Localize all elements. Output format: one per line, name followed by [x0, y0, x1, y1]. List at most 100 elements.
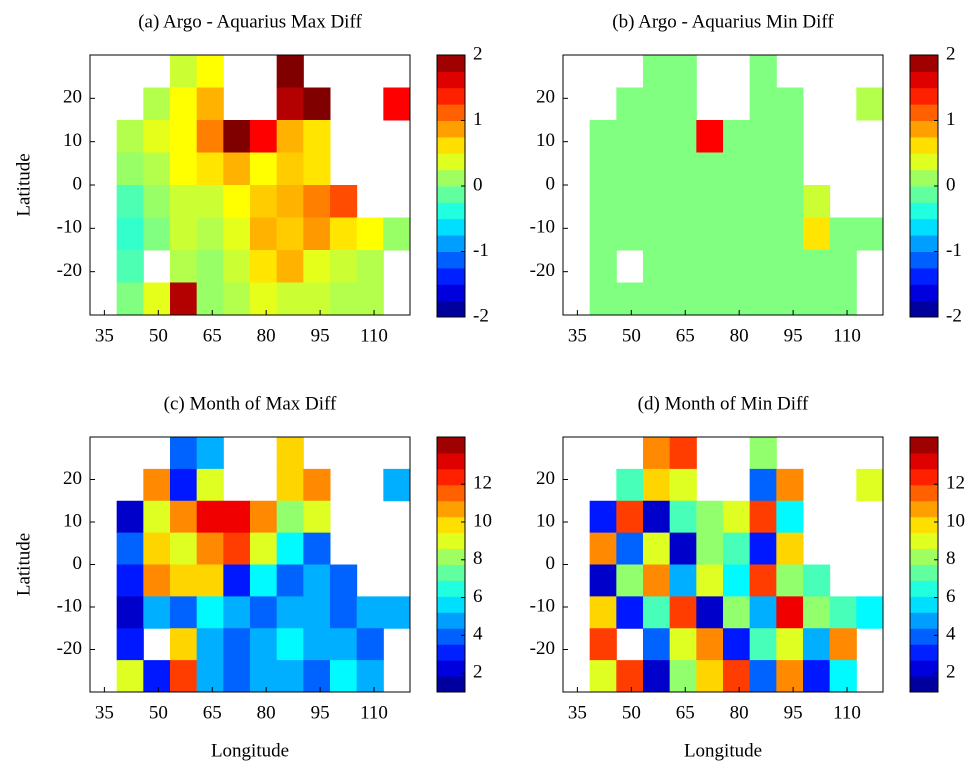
y-tick-label: -20 — [530, 260, 555, 281]
y-axis-label: Latitude — [13, 533, 34, 596]
cell — [170, 500, 198, 534]
colorbar-band — [437, 55, 465, 72]
colorbar-tick-label: 6 — [473, 586, 483, 607]
cell — [749, 152, 777, 186]
cell — [276, 596, 304, 629]
cell — [669, 185, 697, 218]
colorbar-band — [910, 104, 938, 121]
colorbar-tick-label: -2 — [946, 305, 962, 326]
colorbar-tick-label: 4 — [473, 624, 483, 645]
colorbar-tick-label: 2 — [946, 661, 956, 682]
cell — [589, 120, 617, 153]
colorbar-band — [437, 548, 465, 565]
cell — [643, 185, 671, 218]
x-tick-label: 95 — [784, 325, 803, 346]
y-tick-label: -20 — [530, 638, 555, 659]
cell — [749, 437, 777, 470]
colorbar-band — [910, 484, 938, 502]
cell — [776, 87, 804, 121]
cell — [723, 282, 751, 316]
colorbar-tick-label: 6 — [946, 586, 956, 607]
colorbar-tick-label: 10 — [473, 510, 492, 531]
colorbar-tick-label: 12 — [473, 473, 492, 494]
cell — [196, 500, 224, 534]
cell — [723, 596, 751, 629]
cell — [643, 532, 671, 565]
cell — [696, 628, 724, 661]
cell — [669, 217, 697, 251]
cell — [116, 532, 144, 565]
colorbar-band — [437, 437, 465, 454]
cell — [196, 437, 224, 470]
x-tick-label: 65 — [203, 325, 222, 346]
y-axis-label: Latitude — [13, 153, 34, 216]
colorbar-band — [910, 644, 938, 661]
cell — [643, 250, 671, 283]
x-tick-label: 50 — [149, 702, 168, 723]
colorbar-band — [437, 120, 465, 138]
cell — [776, 250, 804, 283]
colorbar-band — [437, 153, 465, 171]
cell — [696, 120, 724, 153]
cell — [116, 152, 144, 186]
cell — [356, 250, 384, 283]
colorbar-band — [910, 267, 938, 285]
cell — [250, 628, 278, 661]
cell — [303, 564, 331, 597]
cell — [356, 596, 384, 629]
colorbar-tick-label: -1 — [946, 240, 962, 261]
cell — [803, 564, 831, 597]
cell — [143, 185, 171, 218]
cell — [803, 660, 831, 693]
cell — [616, 185, 644, 218]
colorbar-band — [910, 55, 938, 72]
colorbar-band — [910, 564, 938, 581]
colorbar-tick-label: 8 — [946, 548, 956, 569]
cell — [696, 185, 724, 218]
cell — [616, 532, 644, 565]
cell — [303, 152, 331, 186]
cell — [223, 500, 251, 534]
cell — [196, 250, 224, 283]
cell — [643, 217, 671, 251]
cell — [356, 628, 384, 661]
cell — [250, 532, 278, 565]
cell — [749, 500, 777, 534]
cell — [643, 87, 671, 121]
cell — [276, 87, 304, 121]
cell — [223, 250, 251, 283]
cell — [643, 152, 671, 186]
x-tick-label: 35 — [95, 702, 114, 723]
cell — [643, 660, 671, 693]
cell — [776, 564, 804, 597]
cell — [196, 660, 224, 693]
cell — [276, 532, 304, 565]
cell — [170, 660, 198, 693]
colorbar-band — [437, 169, 465, 187]
cell — [143, 120, 171, 153]
cell — [330, 628, 358, 661]
cell — [856, 468, 884, 502]
colorbar-band — [437, 71, 465, 89]
cell — [223, 532, 251, 565]
cell — [303, 185, 331, 218]
cell — [196, 120, 224, 153]
colorbar-band — [437, 300, 465, 318]
colorbar-band — [910, 153, 938, 171]
cell — [196, 468, 224, 502]
y-tick-label: -10 — [57, 217, 82, 238]
cell — [723, 660, 751, 693]
cell — [116, 185, 144, 218]
cell — [170, 217, 198, 251]
cell — [196, 55, 224, 88]
cell — [276, 500, 304, 534]
colorbar-band — [910, 169, 938, 187]
cell — [196, 564, 224, 597]
cell — [776, 282, 804, 316]
cell — [303, 87, 331, 121]
colorbar-band — [910, 596, 938, 613]
cell — [669, 532, 697, 565]
cell — [170, 152, 198, 186]
cell — [723, 217, 751, 251]
y-tick-label: 10 — [536, 510, 555, 531]
